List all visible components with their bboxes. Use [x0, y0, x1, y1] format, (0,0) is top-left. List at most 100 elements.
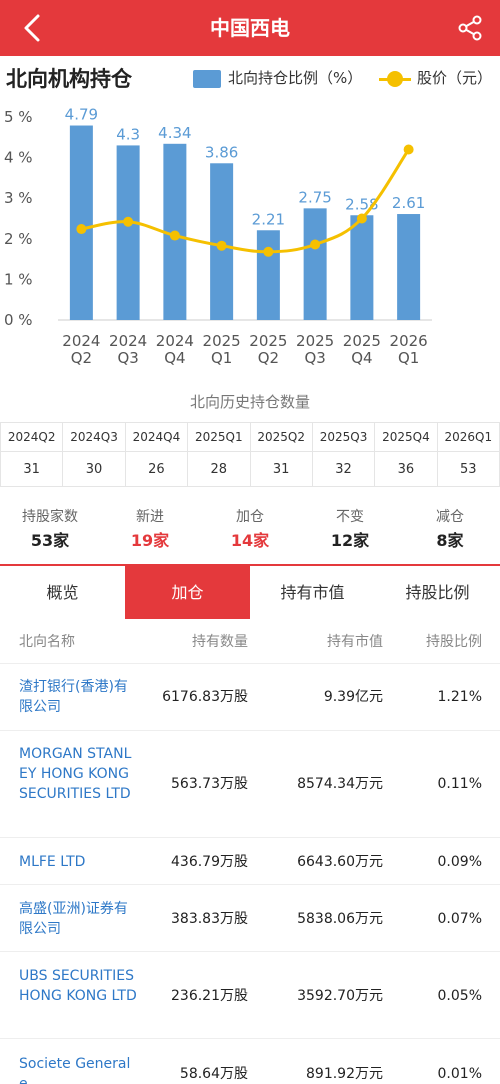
holding-ratio: 0.05% — [437, 988, 482, 1004]
holder-name-link[interactable]: 高盛(亚洲)证券有限公司 — [19, 901, 128, 937]
chart-header: 北向机构持仓 北向持仓比例（%） 股价（元） — [0, 62, 500, 98]
holding-ratio: 0.11% — [437, 776, 482, 792]
holding-value: 8574.34万元 — [297, 776, 383, 792]
stat-item: 减仓 8家 — [400, 506, 500, 562]
stat-value: 14家 — [230, 531, 270, 550]
x-tick-label: Q2 — [258, 349, 279, 367]
header-value: 持有市值 — [327, 634, 383, 650]
y-tick-label: 1 % — [4, 270, 33, 288]
x-tick-label: Q2 — [71, 349, 92, 367]
history-quarter: 2026Q1 — [436, 422, 500, 452]
x-tick-label: Q3 — [304, 349, 325, 367]
holding-qty: 6176.83万股 — [162, 689, 248, 705]
holding-ratio: 0.07% — [437, 911, 482, 927]
table-row[interactable]: Societe Generale 58.64万股 891.92万元 0.01% — [0, 1039, 500, 1084]
price-point — [356, 213, 367, 224]
history-quarter: 2025Q2 — [249, 422, 313, 452]
holding-value: 5838.06万元 — [297, 911, 383, 927]
holder-name-link[interactable]: 渣打银行(香港)有限公司 — [19, 679, 128, 715]
table-row[interactable]: MLFE LTD 436.79万股 6643.60万元 0.09% — [0, 838, 500, 885]
history-count: 32 — [311, 451, 376, 487]
top-bar: 中国西电 — [0, 0, 500, 56]
y-tick-label: 4 % — [4, 149, 33, 167]
bar — [303, 208, 327, 320]
stat-value: 19家 — [130, 531, 170, 550]
bar-value-label: 2.61 — [392, 194, 425, 212]
holder-name-link[interactable]: UBS SECURITIES HONG KONG LTD — [19, 968, 137, 1004]
history-quarter: 2025Q3 — [311, 422, 376, 452]
stat-item: 加仓 14家 — [200, 506, 300, 562]
table-row[interactable]: MORGAN STANLEY HONG KONG SECURITIES LTD 5… — [0, 731, 500, 838]
table-row[interactable]: 渣打银行(香港)有限公司 6176.83万股 9.39亿元 1.21% — [0, 664, 500, 731]
holder-name-link[interactable]: Societe Generale — [19, 1056, 131, 1084]
holder-name-link[interactable]: MORGAN STANLEY HONG KONG SECURITIES LTD — [19, 746, 132, 802]
table-row[interactable]: 高盛(亚洲)证券有限公司 383.83万股 5838.06万元 0.07% — [0, 885, 500, 952]
history-count: 31 — [249, 451, 313, 487]
price-point — [403, 144, 414, 155]
share-icon[interactable] — [456, 14, 484, 42]
bar — [397, 214, 421, 320]
table-row[interactable]: UBS SECURITIES HONG KONG LTD 236.21万股 3592… — [0, 952, 500, 1039]
y-tick-label: 5 % — [4, 108, 33, 126]
bar-value-label: 4.3 — [116, 125, 140, 143]
bar-value-label: 4.79 — [65, 106, 98, 124]
x-tick-label: Q3 — [117, 349, 138, 367]
bar-value-label: 2.75 — [298, 188, 331, 206]
history-quarter: 2024Q2 — [0, 422, 64, 452]
tab-bar: 概览 加仓 持有市值 持股比例 — [0, 564, 500, 619]
bar — [69, 125, 93, 320]
bar — [350, 215, 374, 320]
x-tick-label: 2026 — [390, 332, 428, 350]
stat-label: 新进 — [136, 509, 164, 525]
history-quarter: 2024Q3 — [62, 422, 126, 452]
tab-1[interactable]: 加仓 — [125, 566, 250, 619]
history-count: 26 — [124, 451, 189, 487]
price-point — [76, 224, 87, 235]
x-tick-label: Q1 — [211, 349, 232, 367]
history-quarter: 2025Q1 — [187, 422, 251, 452]
y-tick-label: 0 % — [4, 311, 33, 329]
x-tick-label: 2025 — [249, 332, 287, 350]
holding-qty: 383.83万股 — [171, 911, 248, 927]
holding-value: 3592.70万元 — [297, 988, 383, 1004]
stat-label: 持股家数 — [22, 509, 78, 525]
stat-item: 持股家数 53家 — [0, 506, 100, 562]
holding-qty: 436.79万股 — [171, 854, 248, 870]
holding-ratio: 0.01% — [437, 1066, 482, 1082]
y-tick-label: 3 % — [4, 189, 33, 207]
price-point — [310, 239, 321, 250]
holding-qty: 563.73万股 — [171, 776, 248, 792]
legend-bar-swatch — [193, 70, 221, 88]
stat-label: 加仓 — [236, 509, 264, 525]
chart-title: 北向机构持仓 — [6, 67, 132, 91]
holding-qty: 58.64万股 — [179, 1066, 248, 1082]
tab-2[interactable]: 持有市值 — [250, 566, 375, 619]
history-count: 30 — [62, 451, 126, 487]
bar-value-label: 3.86 — [205, 143, 238, 161]
x-tick-label: 2024 — [62, 332, 100, 350]
legend-bar-label: 北向持仓比例（%） — [228, 69, 363, 87]
holding-value: 6643.60万元 — [297, 854, 383, 870]
price-point — [263, 246, 274, 257]
holding-stats: 持股家数 53家 新进 19家 加仓 14家 不变 12家 减仓 8家 — [0, 506, 500, 562]
history-count: 53 — [436, 451, 500, 487]
history-table: 2024Q2 2024Q3 2024Q4 2025Q1 2025Q2 2025Q3 2025… — [0, 422, 500, 487]
legend-line-label: 股价（元） — [417, 69, 493, 87]
holding-qty: 236.21万股 — [171, 988, 248, 1004]
history-count: 31 — [0, 451, 64, 487]
tab-0[interactable]: 概览 — [0, 566, 125, 619]
x-tick-label: 2025 — [203, 332, 241, 350]
tab-3[interactable]: 持股比例 — [375, 566, 500, 619]
holder-name-link[interactable]: MLFE LTD — [19, 854, 86, 870]
history-quarter: 2024Q4 — [124, 422, 189, 452]
bar — [256, 230, 280, 320]
stat-value: 8家 — [436, 531, 464, 550]
back-arrow-icon[interactable] — [14, 12, 50, 44]
history-count: 28 — [187, 451, 251, 487]
holding-value: 891.92万元 — [306, 1066, 383, 1082]
history-count: 36 — [374, 451, 438, 487]
bar-value-label: 2.21 — [252, 210, 285, 228]
x-tick-label: 2024 — [156, 332, 194, 350]
page-title: 中国西电 — [210, 16, 290, 40]
stat-label: 减仓 — [436, 509, 464, 525]
